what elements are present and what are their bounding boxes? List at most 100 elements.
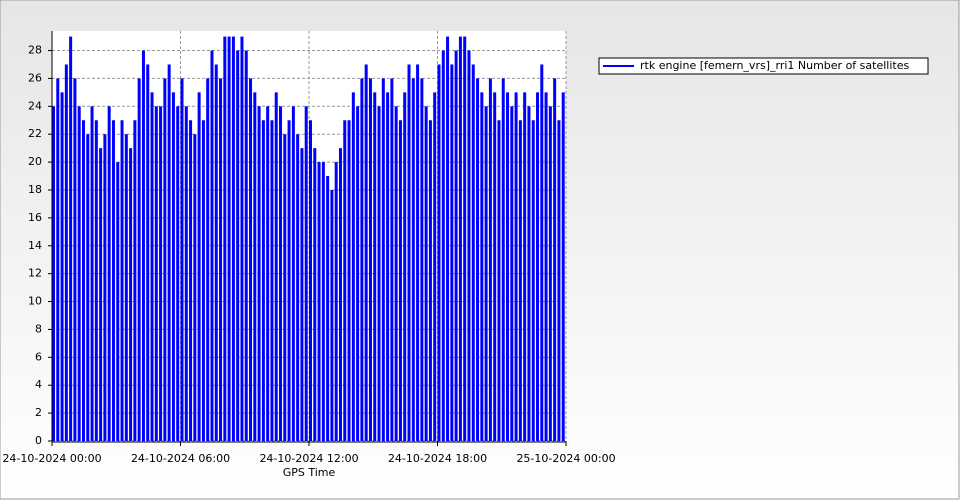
bar: [274, 92, 278, 442]
bar: [77, 106, 81, 441]
bar: [249, 78, 253, 441]
bar: [270, 120, 274, 441]
bar: [343, 120, 347, 441]
bar: [381, 78, 385, 441]
x-tick-label: 25-10-2024 00:00: [516, 452, 615, 465]
bar: [488, 78, 492, 441]
bar: [309, 120, 312, 441]
bar: [407, 64, 411, 441]
bar: [184, 106, 188, 441]
x-tick-label: 24-10-2024 00:00: [2, 452, 101, 465]
x-tick-label: 24-10-2024 18:00: [388, 452, 487, 465]
bar: [261, 120, 265, 441]
y-tick-label: 4: [35, 378, 42, 391]
bar: [167, 64, 171, 441]
bar: [527, 106, 531, 441]
bar: [304, 106, 308, 441]
y-tick-label: 6: [35, 350, 42, 363]
bar: [433, 92, 437, 442]
bar: [257, 106, 261, 441]
bar: [398, 120, 402, 441]
bar: [458, 36, 462, 441]
bar: [450, 64, 454, 441]
bar: [360, 78, 364, 441]
bar: [510, 106, 514, 441]
bar: [356, 106, 360, 441]
y-tick-label: 16: [28, 211, 42, 224]
bar: [334, 162, 338, 441]
bar: [326, 176, 330, 442]
bar: [103, 134, 107, 442]
y-tick-label: 8: [35, 322, 42, 335]
bar: [99, 148, 103, 441]
bar: [441, 50, 445, 442]
bar: [236, 50, 240, 442]
bar: [476, 78, 480, 441]
y-tick-label: 10: [28, 295, 42, 308]
bar: [189, 120, 193, 441]
bar: [111, 120, 115, 441]
bar: [313, 148, 317, 441]
bar: [244, 50, 248, 442]
bar: [471, 64, 475, 441]
bar: [386, 92, 390, 442]
x-tick-label: 24-10-2024 06:00: [131, 452, 230, 465]
bar: [536, 92, 540, 442]
bar: [86, 134, 90, 442]
y-tick-label: 2: [35, 406, 42, 419]
bar: [364, 64, 368, 441]
bar: [219, 78, 223, 441]
bar: [553, 78, 557, 441]
bar: [347, 120, 351, 441]
bar: [201, 120, 205, 441]
bar: [338, 148, 342, 441]
bar: [484, 106, 488, 441]
bar: [137, 78, 141, 441]
bar: [231, 36, 235, 441]
bar: [171, 92, 175, 442]
bar: [64, 64, 68, 441]
bar: [531, 120, 535, 441]
bar: [394, 106, 398, 441]
bar: [463, 36, 467, 441]
bar: [120, 120, 124, 441]
legend-label: rtk engine [femern_vrs]_rri1 Number of s…: [640, 59, 909, 72]
bar: [518, 120, 522, 441]
bar: [56, 78, 60, 441]
bar: [501, 78, 505, 441]
bar: [497, 120, 501, 441]
bar: [548, 106, 552, 441]
bar: [227, 36, 231, 441]
y-tick-label: 14: [28, 239, 42, 252]
bar: [446, 36, 450, 441]
bar: [266, 106, 270, 441]
bar: [321, 162, 325, 441]
bar: [523, 92, 527, 442]
bar: [90, 106, 94, 441]
bar: [163, 78, 167, 441]
bar: [210, 50, 214, 442]
bar: [351, 92, 355, 442]
bar: [287, 120, 291, 441]
bar: [116, 162, 120, 441]
bar: [240, 36, 244, 441]
bar: [377, 106, 381, 441]
bar: [416, 64, 420, 441]
y-tick-label: 20: [28, 155, 42, 168]
bar: [283, 134, 287, 442]
bar: [180, 78, 184, 441]
y-tick-label: 0: [35, 434, 42, 447]
bar: [467, 50, 471, 442]
bar: [514, 92, 518, 442]
bar: [480, 92, 484, 442]
legend: rtk engine [femern_vrs]_rri1 Number of s…: [598, 57, 929, 75]
bar: [300, 148, 304, 441]
y-tick-label: 18: [28, 183, 42, 196]
bar: [133, 120, 137, 441]
bar: [150, 92, 154, 442]
x-tick-label: 24-10-2024 12:00: [259, 452, 358, 465]
y-tick-label: 22: [28, 127, 42, 140]
bar: [154, 106, 158, 441]
bar: [60, 92, 64, 442]
